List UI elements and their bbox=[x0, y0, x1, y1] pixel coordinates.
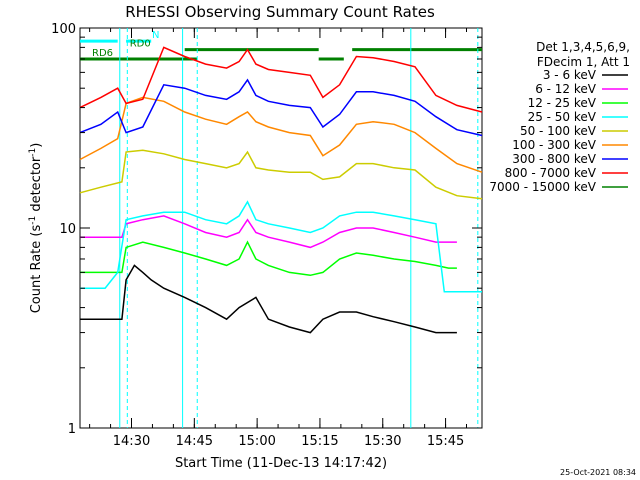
legend-entry-label: 100 - 300 keV bbox=[512, 138, 596, 152]
x-tick-label: 15:15 bbox=[301, 434, 338, 449]
y-tick-label: 10 bbox=[59, 222, 76, 237]
series-line-2 bbox=[80, 240, 457, 277]
y-axis-label-main: Count Rate (s bbox=[29, 225, 44, 314]
legend-header-line2: FDecim 1, Att 1 bbox=[537, 55, 630, 69]
flag-label-rd6: RD6 bbox=[92, 48, 113, 59]
x-tick-label: 15:45 bbox=[427, 434, 464, 449]
legend-entry-label: 3 - 6 keV bbox=[543, 68, 597, 82]
legend-entry-label: 800 - 7000 keV bbox=[505, 166, 597, 180]
legend-entry-label: 50 - 100 keV bbox=[520, 124, 597, 138]
series-line-3 bbox=[80, 200, 482, 293]
series-line-6 bbox=[79, 78, 483, 137]
x-axis: 14:30 14:45 15:00 15:15 15:30 15:45 bbox=[89, 28, 468, 449]
plot-border bbox=[79, 27, 483, 429]
vertical-markers bbox=[119, 28, 479, 428]
plot-frame bbox=[79, 27, 483, 429]
x-tick-label: 14:45 bbox=[176, 434, 213, 449]
legend-entry-label: 7000 - 15000 keV bbox=[489, 180, 596, 194]
legend-header-line1: Det 1,3,4,5,6,9, bbox=[536, 40, 630, 54]
y-axis-label-rest: detector bbox=[29, 156, 44, 216]
series-line-4 bbox=[79, 149, 483, 200]
y-tick-label: 100 bbox=[51, 22, 76, 37]
y-axis-label-sup2: -1 bbox=[28, 148, 38, 157]
series-lines bbox=[79, 46, 483, 334]
y-axis-label-sup1: -1 bbox=[28, 216, 38, 225]
flag-label-rd0: RD0 bbox=[130, 39, 151, 50]
y-axis: 1 10 100 bbox=[51, 22, 482, 437]
timestamp: 25-Oct-2021 08:34 bbox=[560, 468, 636, 477]
y-tick-label: 1 bbox=[68, 422, 76, 437]
legend-entry-label: 25 - 50 keV bbox=[528, 110, 597, 124]
x-tick-label: 15:30 bbox=[364, 434, 401, 449]
series-line-1 bbox=[80, 215, 457, 249]
x-tick-label: 15:00 bbox=[238, 434, 275, 449]
chart-title: RHESSI Observing Summary Count Rates bbox=[125, 3, 435, 21]
flag-label-n: N bbox=[152, 30, 159, 41]
y-axis-label: Count Rate (s-1 detector-1) bbox=[28, 143, 44, 314]
legend: Det 1,3,4,5,6,9, FDecim 1, Att 1 3 - 6 k… bbox=[489, 40, 630, 194]
series-line-5 bbox=[79, 96, 483, 173]
series-line-0 bbox=[80, 264, 457, 334]
x-tick-label: 14:30 bbox=[113, 434, 150, 449]
series-line-7 bbox=[79, 46, 483, 113]
legend-entry-label: 300 - 800 keV bbox=[512, 152, 596, 166]
y-axis-label-end: ) bbox=[29, 143, 44, 148]
x-axis-label: Start Time (11-Dec-13 14:17:42) bbox=[175, 456, 387, 471]
legend-entry-label: 6 - 12 keV bbox=[535, 82, 597, 96]
legend-entry-label: 12 - 25 keV bbox=[528, 96, 597, 110]
